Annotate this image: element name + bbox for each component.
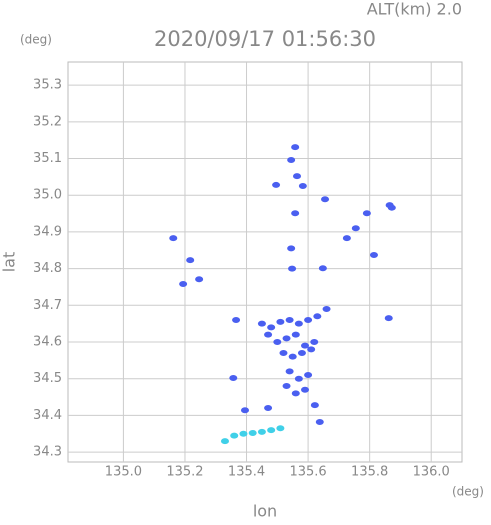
altitude-label: ALT(km) 2.0 [367,0,462,19]
echo-point [297,350,306,357]
echo-point [318,265,327,272]
y-tick-label: 35.0 [33,188,62,203]
echo-point [230,432,239,439]
echo-point [301,386,310,393]
echo-point [267,324,276,331]
echo-point [291,144,300,151]
y-tick-label: 35.3 [33,78,62,93]
x-tick-label: 136.0 [413,465,450,480]
x-tick-label: 135.2 [166,465,203,480]
y-tick-label: 34.3 [33,445,62,460]
echo-point [294,375,303,382]
y-tick-label: 34.8 [33,261,62,276]
echo-point [169,235,178,242]
echo-point [313,313,322,320]
echo-point [186,257,195,264]
echo-point [304,316,313,323]
echo-point [298,183,307,190]
x-unit: (deg) [452,485,484,499]
echo-point [322,305,331,312]
echo-point [342,235,351,242]
echo-point [294,320,303,327]
echo-point [264,331,273,338]
y-tick-label: 35.2 [33,114,62,129]
y-tick-label: 35.1 [33,151,62,166]
chart-title: 2020/09/17 01:56:30 [154,27,376,51]
x-tick-label: 135.6 [289,465,326,480]
echo-point [293,173,302,180]
x-tick-label: 135.8 [351,465,388,480]
echo-point [232,316,241,323]
echo-point [287,245,296,252]
echo-point [369,252,378,259]
echo-point [229,374,238,381]
echo-point [257,320,266,327]
echo-point [220,438,229,445]
x-tick-label: 135.0 [105,465,142,480]
y-axis-label: lat [0,252,19,273]
echo-point [273,339,282,345]
echo-point [301,342,310,349]
x-tick-label: 135.4 [228,465,265,480]
echo-point [288,265,297,272]
echo-point [279,350,288,357]
echo-point [285,368,294,375]
echo-point [276,318,285,325]
echo-point [248,430,257,437]
echo-point [267,427,276,434]
echo-point [387,204,396,211]
y-tick-label: 34.6 [33,335,62,350]
y-unit: (deg) [20,33,52,47]
echo-point [351,225,360,232]
echo-point [310,339,319,345]
echo-point [304,372,313,379]
echo-point [240,407,249,414]
y-tick-label: 34.4 [33,408,62,423]
echo-point [282,335,291,342]
y-tick-label: 34.5 [33,371,62,386]
echo-point [291,390,300,397]
echo-point [362,210,371,217]
plot-frame [67,61,463,463]
echo-point [282,383,291,390]
x-axis-label: lon [253,502,277,521]
echo-point [239,430,248,437]
echo-point [321,196,330,203]
y-tick-label: 34.9 [33,224,62,239]
echo-point [179,281,188,288]
echo-point [384,315,393,322]
echo-point [291,331,300,338]
echo-point [288,353,297,360]
echo-point [195,276,204,283]
echo-point [287,156,296,163]
echo-point [285,316,294,323]
echo-point [264,405,273,412]
echo-point [307,346,316,353]
echo-point [315,419,324,425]
echo-point [276,425,285,432]
echo-point [257,428,266,435]
echo-point [272,181,281,188]
echo-point [291,210,300,217]
echo-point [310,402,319,409]
y-tick-label: 34.7 [33,298,62,313]
